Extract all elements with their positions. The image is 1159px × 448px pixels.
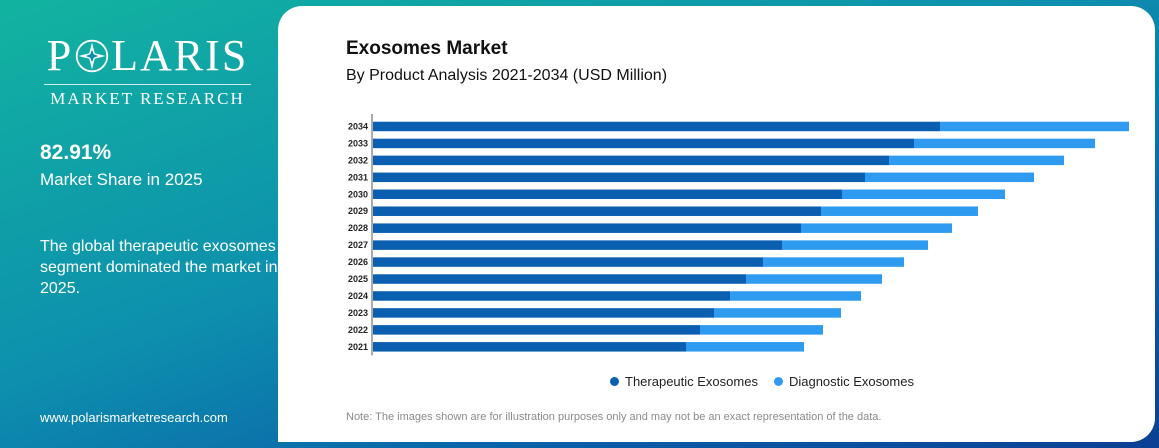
bar-diagnostic-2027: [782, 240, 928, 250]
market-share-label: Market Share in 2025: [40, 170, 203, 189]
y-tick-label-2027: 2027: [348, 240, 368, 250]
y-tick-label-2033: 2033: [348, 138, 368, 148]
y-tick-label-2025: 2025: [348, 274, 368, 284]
bar-diagnostic-2031: [865, 172, 1034, 183]
bar-therapeutic-2022: [373, 325, 700, 335]
highlight-description: The global therapeutic exosomes segment …: [40, 238, 278, 297]
y-tick-label-2021: 2021: [348, 342, 368, 352]
bar-diagnostic-2030: [842, 189, 1005, 200]
legend-label-diagnostic: Diagnostic Exosomes: [788, 374, 914, 389]
bar-therapeutic-2033: [373, 138, 914, 149]
bar-therapeutic-2021: [373, 342, 686, 352]
compass-star-icon: [75, 39, 109, 73]
bar-therapeutic-2026: [373, 257, 763, 267]
y-tick-label-2026: 2026: [348, 257, 368, 267]
y-tick-label-2034: 2034: [348, 121, 368, 131]
bar-chart: 2034 2033 2032 2031 2030 2029 2028 2027 2026 2025…: [348, 114, 1129, 356]
chart-subtitle: By Product Analysis 2021-2034 (USD Milli…: [346, 67, 668, 84]
bar-diagnostic-2032: [889, 155, 1064, 166]
y-tick-label-2023: 2023: [348, 308, 368, 318]
bar-diagnostic-2033: [914, 138, 1095, 149]
bar-diagnostic-2023: [714, 308, 841, 318]
bar-diagnostic-2024: [730, 291, 861, 301]
bar-therapeutic-2031: [373, 172, 865, 183]
logo-letter-p: P: [46, 31, 74, 80]
bar-therapeutic-2028: [373, 223, 801, 233]
disclaimer-note: Note: The images shown are for illustrat…: [346, 411, 882, 423]
logo-wordmark: P LARIS: [40, 34, 255, 78]
logo-letters-laris: LARIS: [111, 31, 249, 80]
y-tick-label-2024: 2024: [348, 291, 368, 301]
bar-therapeutic-2025: [373, 274, 746, 284]
bar-therapeutic-2027: [373, 240, 782, 250]
bar-diagnostic-2029: [821, 206, 978, 216]
legend-label-therapeutic: Therapeutic Exosomes: [625, 374, 758, 389]
bar-diagnostic-2026: [763, 257, 904, 267]
bar-therapeutic-2023: [373, 308, 714, 318]
chart-legend: Therapeutic Exosomes Diagnostic Exosomes: [610, 374, 914, 389]
bar-diagnostic-2025: [746, 274, 882, 284]
website-link[interactable]: www.polarismarketresearch.com: [40, 410, 228, 425]
left-panel: P LARIS MARKET RESEARCH 82.91% Market Sh…: [0, 0, 300, 448]
bar-therapeutic-2034: [373, 121, 940, 132]
bar-diagnostic-2021: [686, 342, 804, 352]
legend-swatch-diagnostic: [773, 377, 783, 386]
y-tick-label-2031: 2031: [348, 172, 368, 182]
bar-diagnostic-2034: [940, 121, 1129, 132]
market-share-value: 82.91%: [40, 141, 112, 164]
bar-therapeutic-2024: [373, 291, 730, 301]
y-tick-label-2032: 2032: [348, 155, 368, 165]
logo-subtitle: MARKET RESEARCH: [50, 89, 245, 108]
bar-therapeutic-2029: [373, 206, 821, 216]
legend-item-therapeutic: Therapeutic Exosomes: [610, 374, 758, 389]
bar-therapeutic-2032: [373, 155, 889, 166]
y-tick-label-2029: 2029: [348, 206, 368, 216]
logo-divider: [44, 84, 251, 85]
y-tick-label-2022: 2022: [348, 325, 368, 335]
polaris-logo: P LARIS MARKET RESEARCH: [40, 34, 255, 109]
legend-item-diagnostic: Diagnostic Exosomes: [773, 374, 914, 389]
chart-card: Exosomes Market By Product Analysis 2021…: [278, 6, 1155, 442]
bar-diagnostic-2022: [700, 325, 823, 335]
y-tick-label-2030: 2030: [348, 189, 368, 199]
bar-diagnostic-2028: [801, 223, 952, 233]
legend-swatch-therapeutic: [610, 377, 619, 386]
bar-therapeutic-2030: [373, 189, 842, 200]
y-tick-label-2028: 2028: [348, 223, 368, 233]
chart-title: Exosomes Market: [346, 38, 508, 59]
